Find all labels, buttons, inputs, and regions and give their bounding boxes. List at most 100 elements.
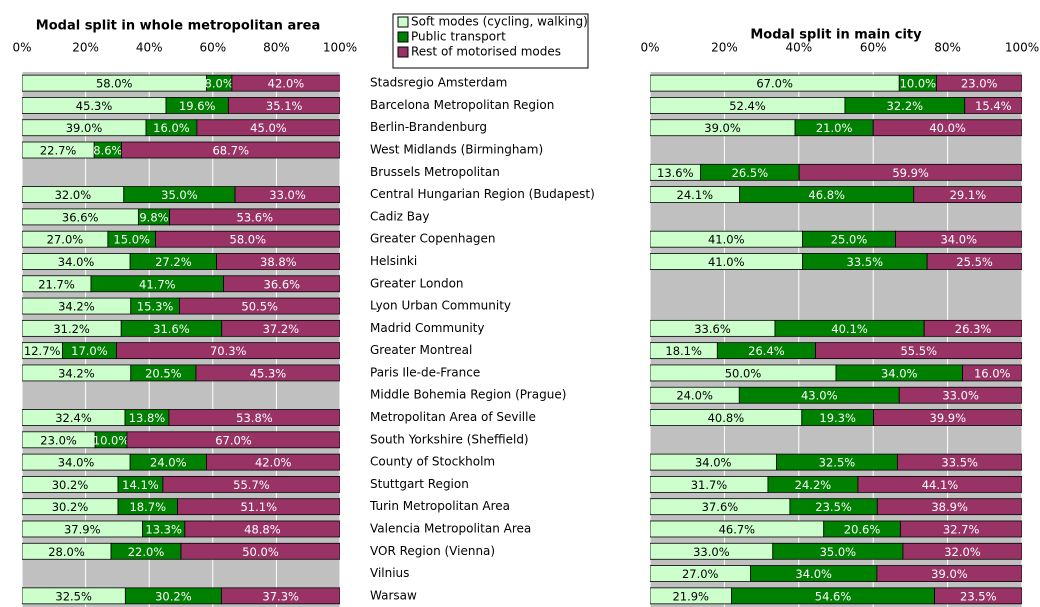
data-label: 24.1% (677, 188, 714, 202)
category-label: Berlin-Brandenburg (370, 120, 487, 134)
data-label: 20.5% (145, 366, 182, 380)
x-tick-label: 0% (12, 41, 31, 55)
category-label: Paris Ile-de-France (370, 365, 480, 379)
data-label: 48.8% (244, 522, 281, 536)
x-tick-label: 60% (199, 41, 226, 55)
data-label: 24.2% (795, 478, 832, 492)
data-label: 15.4% (975, 99, 1012, 113)
x-tick-label: 20% (72, 41, 99, 55)
legend-swatch (397, 31, 409, 43)
data-label: 39.9% (930, 411, 967, 425)
data-label: 53.8% (236, 411, 273, 425)
data-label: 31.7% (691, 478, 728, 492)
category-label: South Yorkshire (Sheffield) (370, 432, 529, 446)
data-label: 34.2% (58, 366, 95, 380)
data-label: 30.2% (52, 478, 89, 492)
data-label: 33.6% (694, 322, 731, 336)
bar-segment (179, 297, 340, 315)
data-label: 34.0% (695, 456, 732, 470)
bar-segment (168, 409, 340, 426)
category-label: Central Hungarian Region (Budapest) (370, 187, 595, 201)
data-label: 15.3% (137, 300, 174, 314)
bar-segment (155, 230, 340, 248)
data-label: 28.0% (48, 545, 85, 559)
bar-segment (798, 163, 1022, 181)
category-label: Lyon Urban Community (370, 299, 511, 313)
data-label: 41.0% (708, 233, 745, 247)
data-label: 13.3% (145, 522, 182, 536)
data-label: 32.0% (944, 545, 981, 559)
data-label: 22.7% (40, 144, 77, 158)
category-label: Stadsregio Amsterdam (370, 76, 507, 90)
data-label: 58.0% (96, 77, 133, 91)
data-label: 41.0% (708, 255, 745, 269)
bar-segment (223, 275, 340, 293)
data-label: 18.7% (129, 500, 166, 514)
data-label: 50.0% (242, 545, 279, 559)
data-label: 16.0% (974, 366, 1011, 380)
data-label: 38.9% (931, 500, 968, 514)
data-label: 21.0% (816, 121, 853, 135)
category-label: Brussels Metropolitan (370, 165, 500, 179)
legend-label: Rest of motorised modes (411, 45, 561, 59)
legend-box (392, 13, 589, 69)
category-label: VOR Region (Vienna) (370, 544, 495, 558)
bar-segment (934, 587, 1022, 605)
category-label: County of Stockholm (370, 455, 495, 469)
bars: 67.0% 10.0% 23.0% 52.4% 32.2% 15.4% 39.0% 21.0%… (650, 74, 1022, 605)
bar-segment (902, 542, 1022, 560)
category-label: Greater London (370, 276, 464, 290)
bar-segment (895, 230, 1022, 248)
category-label: Vilnius (370, 566, 409, 580)
data-label: 23.5% (960, 589, 997, 603)
data-label: 45.3% (76, 99, 113, 113)
bar-segment (220, 587, 340, 605)
bar-segment (899, 520, 1022, 538)
data-label: 33.5% (941, 456, 978, 470)
data-label: 55.5% (900, 344, 937, 358)
data-label: 42.0% (255, 456, 292, 470)
bar-segment (923, 319, 1022, 337)
data-label: 33.5% (847, 255, 884, 269)
data-label: 52.4% (729, 99, 766, 113)
bar-segment (184, 520, 340, 538)
data-label: 34.2% (58, 300, 95, 314)
data-label: 27.0% (682, 567, 719, 581)
legend-swatch (397, 46, 409, 58)
data-label: 68.7% (212, 144, 249, 158)
data-label: 50.5% (241, 300, 278, 314)
data-label: 35.1% (266, 99, 303, 113)
category-label: Valencia Metropolitan Area (370, 521, 531, 535)
data-label: 24.0% (150, 456, 187, 470)
data-label: 30.2% (155, 589, 192, 603)
data-label: 58.0% (230, 233, 267, 247)
data-label: 13.6% (657, 166, 694, 180)
data-label: 37.9% (64, 522, 101, 536)
x-tick-label: 80% (934, 41, 961, 55)
x-tick-label: 40% (136, 41, 163, 55)
data-label: 18.1% (665, 344, 702, 358)
data-label: 8.6% (93, 144, 122, 158)
data-label: 13.8% (129, 411, 166, 425)
bar-segment (177, 498, 340, 516)
data-label: 44.1% (922, 478, 959, 492)
category-label: Greater Copenhagen (370, 232, 495, 246)
bar-segment (964, 97, 1022, 114)
data-label: 37.6% (702, 500, 739, 514)
data-label: 27.0% (47, 233, 84, 247)
data-label: 50.0% (725, 366, 762, 380)
data-label: 32.7% (943, 522, 980, 536)
x-tick-label: 100% (323, 41, 357, 55)
category-label: Cadiz Bay (370, 209, 429, 223)
bar-segment (898, 386, 1022, 404)
x-tick-label: 60% (860, 41, 887, 55)
x-tick-label: 40% (785, 41, 812, 55)
legend-label: Public transport (411, 30, 506, 44)
bar-segment (873, 409, 1022, 426)
bar-segment (913, 186, 1022, 204)
x-tick-label: 80% (263, 41, 290, 55)
data-label: 55.7% (233, 478, 270, 492)
data-label: 23.0% (40, 433, 77, 447)
data-label: 16.0% (153, 121, 190, 135)
data-label: 15.0% (113, 233, 150, 247)
